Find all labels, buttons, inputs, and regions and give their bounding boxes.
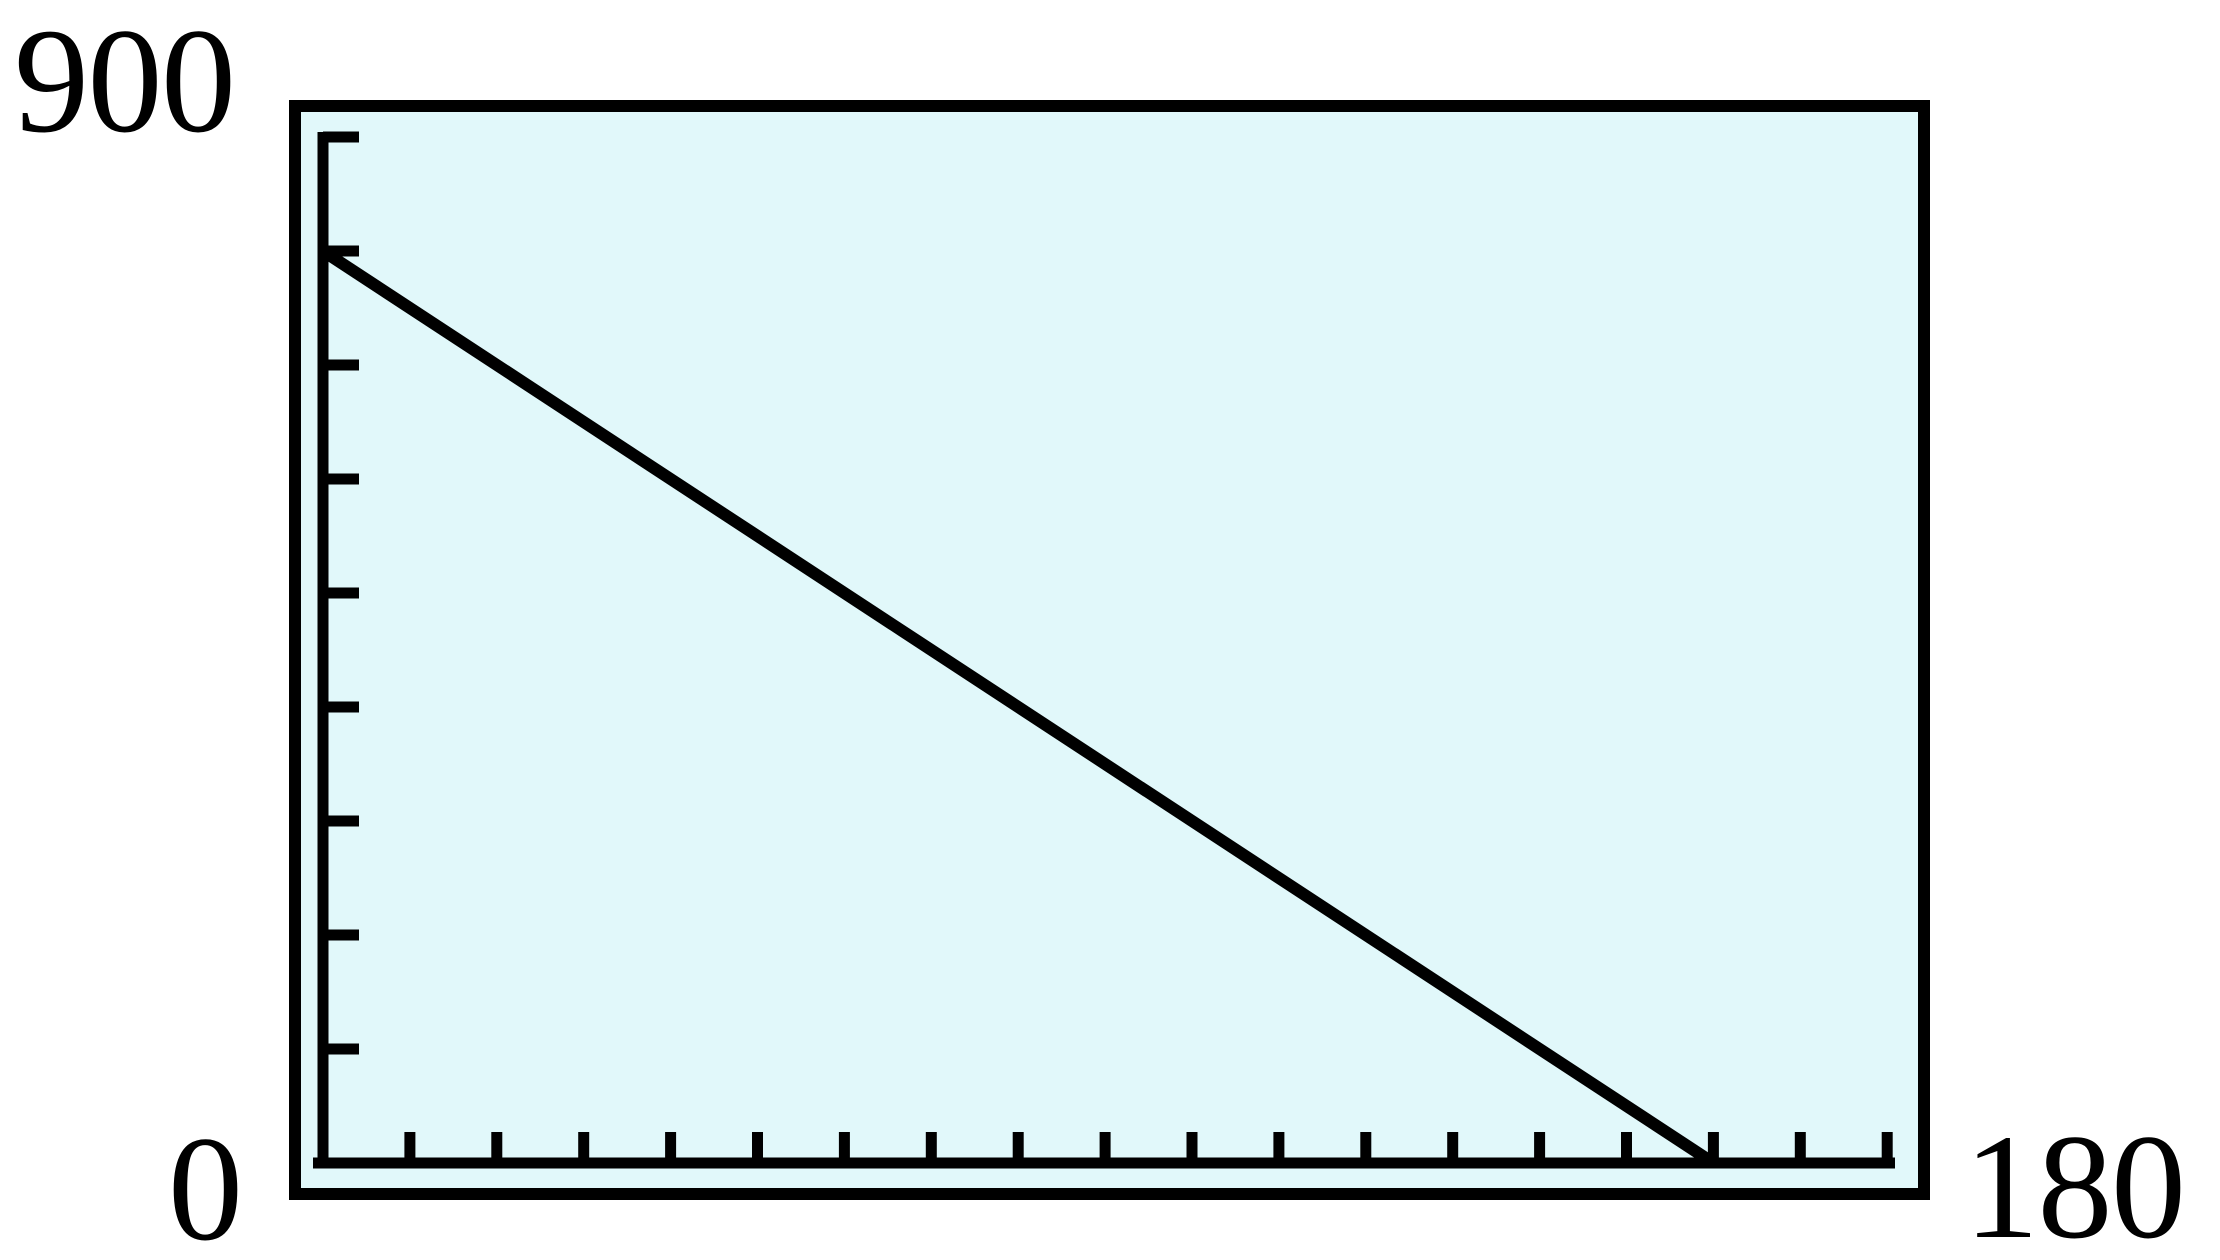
y-axis-max-label: 900	[14, 0, 236, 164]
data-line	[319, 245, 1717, 1169]
y-axis-min-label: 0	[168, 1106, 243, 1260]
x-axis-max-label: 180	[1964, 1104, 2186, 1260]
plot-frame	[289, 100, 1930, 1200]
